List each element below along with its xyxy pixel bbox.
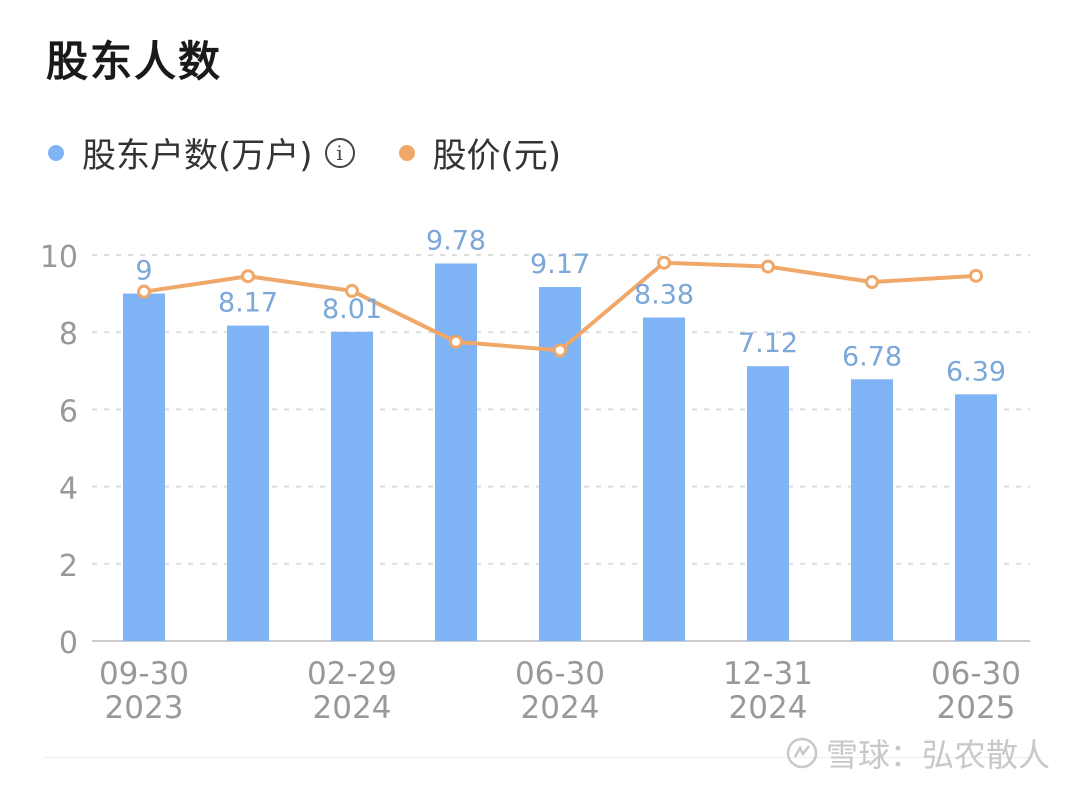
bar	[435, 263, 477, 641]
price-point	[553, 343, 567, 358]
bar-data-label: 9	[135, 256, 152, 287]
bar-data-label: 9.78	[426, 225, 486, 256]
y-tick-label: 6	[59, 394, 78, 429]
x-tick-label-year: 2024	[729, 690, 808, 726]
info-icon[interactable]: i	[324, 137, 355, 168]
price-point	[657, 255, 671, 270]
legend-item-price[interactable]: 股价(元)	[398, 128, 562, 177]
x-tick-label: 09-30	[99, 656, 189, 692]
y-tick-label: 0	[59, 626, 78, 661]
bar-data-label: 9.17	[530, 249, 590, 280]
y-tick-label: 10	[40, 240, 78, 275]
bar	[851, 379, 893, 641]
bar	[227, 325, 269, 641]
y-tick-label: 4	[59, 472, 78, 507]
x-tick-label: 06-30	[931, 656, 1021, 692]
chart-title: 股东人数	[46, 37, 223, 86]
x-tick-label-year: 2024	[521, 690, 600, 726]
legend-label-holders: 股东户数(万户)	[82, 136, 313, 176]
legend-dot-holders	[48, 144, 64, 161]
x-tick-label: 02-29	[307, 656, 397, 692]
price-point	[137, 284, 151, 299]
bar	[643, 317, 685, 641]
x-tick-label: 12-31	[723, 656, 813, 692]
bar-data-label: 6.39	[946, 356, 1006, 387]
price-point	[969, 268, 983, 283]
x-tick-label-year: 2025	[937, 690, 1016, 726]
bar	[747, 366, 789, 641]
legend: 股东户数(万户) i 股价(元)	[48, 128, 605, 177]
x-tick-label-year: 2023	[105, 690, 184, 726]
legend-item-holders[interactable]: 股东户数(万户) i	[48, 128, 355, 177]
price-point	[345, 283, 359, 298]
snowball-logo-icon	[786, 737, 818, 769]
price-point	[865, 275, 879, 290]
watermark-text: 雪球：弘农散人	[825, 736, 1050, 774]
price-point	[449, 334, 463, 349]
x-tick-label-year: 2024	[313, 690, 392, 726]
bar-data-label: 8.38	[634, 280, 694, 311]
x-tick-label: 06-30	[515, 656, 605, 692]
bar	[331, 331, 373, 641]
y-tick-label: 8	[59, 317, 78, 352]
legend-label-price: 股价(元)	[432, 136, 562, 176]
y-tick-label: 2	[59, 549, 78, 584]
legend-dot-price	[398, 144, 415, 161]
bar	[955, 394, 997, 641]
bar-data-label: 7.12	[738, 328, 798, 359]
bar-data-label: 8.01	[322, 294, 382, 325]
bar-data-label: 8.17	[218, 288, 278, 319]
divider	[44, 757, 1034, 758]
bar	[123, 293, 165, 641]
price-point	[241, 269, 255, 284]
watermark: 雪球：弘农散人	[786, 730, 1050, 776]
price-point	[761, 259, 775, 274]
bar-data-label: 6.78	[842, 341, 902, 372]
